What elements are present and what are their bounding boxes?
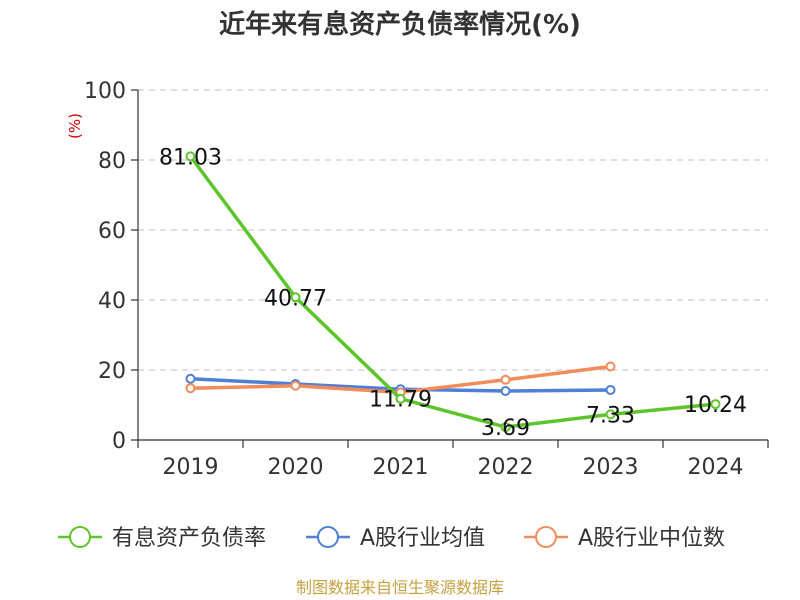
chart-title: 近年来有息资产负债率情况(%) bbox=[219, 9, 581, 40]
x-tick-label: 2023 bbox=[583, 455, 639, 480]
x-tick-label: 2020 bbox=[268, 455, 324, 480]
data-label: 40.77 bbox=[264, 286, 327, 311]
x-tick-label: 2024 bbox=[688, 455, 744, 480]
data-labels: 81.03 40.77 11.79 3.69 7.33 10.24 bbox=[159, 145, 747, 441]
data-label: 10.24 bbox=[684, 393, 747, 418]
series-layer bbox=[185, 151, 721, 433]
series-0-point[interactable] bbox=[395, 393, 406, 404]
series-1-point[interactable] bbox=[605, 384, 616, 395]
legend-label: 有息资产负债率 bbox=[112, 526, 266, 551]
data-label: 7.33 bbox=[586, 403, 635, 428]
legend-item-2[interactable]: A股行业中位数 bbox=[524, 526, 725, 551]
data-label: 81.03 bbox=[159, 145, 222, 170]
legend-swatch-marker bbox=[317, 526, 339, 548]
legend[interactable]: 有息资产负债率 A股行业均值 A股行业中位数 bbox=[58, 526, 725, 551]
y-tick-label: 100 bbox=[84, 79, 126, 104]
x-tick-label: 2022 bbox=[478, 455, 534, 480]
series-1-point[interactable] bbox=[500, 386, 511, 396]
series-2-point[interactable] bbox=[605, 361, 616, 372]
legend-swatch-marker bbox=[69, 526, 91, 548]
series-1-point[interactable] bbox=[185, 373, 196, 384]
y-tick-label: 80 bbox=[98, 149, 126, 174]
x-tick-label: 2021 bbox=[373, 455, 429, 480]
y-tick-label: 40 bbox=[98, 289, 126, 314]
legend-item-0[interactable]: 有息资产负债率 bbox=[58, 526, 266, 551]
series-0-line bbox=[189, 155, 716, 429]
axes: 0 20 40 60 80 100 2019 2020 2021 2022 2023 2024 bbox=[84, 79, 769, 480]
y-tick-label: 60 bbox=[98, 219, 126, 244]
x-tick-label: 2019 bbox=[163, 455, 219, 480]
grid-lines bbox=[138, 89, 768, 371]
series-2-point[interactable] bbox=[290, 380, 301, 391]
series-0-point[interactable] bbox=[185, 151, 196, 162]
data-label: 11.79 bbox=[369, 388, 432, 413]
y-unit-label: (%) bbox=[66, 113, 84, 139]
legend-swatch-marker bbox=[535, 526, 557, 548]
source-note: 制图数据来自恒生聚源数据库 bbox=[296, 578, 504, 597]
series-2-point[interactable] bbox=[500, 374, 511, 385]
series-0-point[interactable] bbox=[290, 292, 301, 303]
legend-label: A股行业均值 bbox=[360, 526, 485, 551]
y-tick-label: 20 bbox=[98, 359, 126, 384]
series-0-point[interactable] bbox=[605, 409, 616, 420]
legend-label: A股行业中位数 bbox=[578, 526, 725, 551]
data-label: 3.69 bbox=[481, 416, 530, 441]
series-0-point[interactable] bbox=[500, 422, 511, 433]
y-tick-label: 0 bbox=[112, 429, 126, 454]
series-0-point[interactable] bbox=[710, 399, 721, 410]
legend-item-1[interactable]: A股行业均值 bbox=[306, 526, 485, 551]
series-2-point[interactable] bbox=[185, 383, 196, 394]
